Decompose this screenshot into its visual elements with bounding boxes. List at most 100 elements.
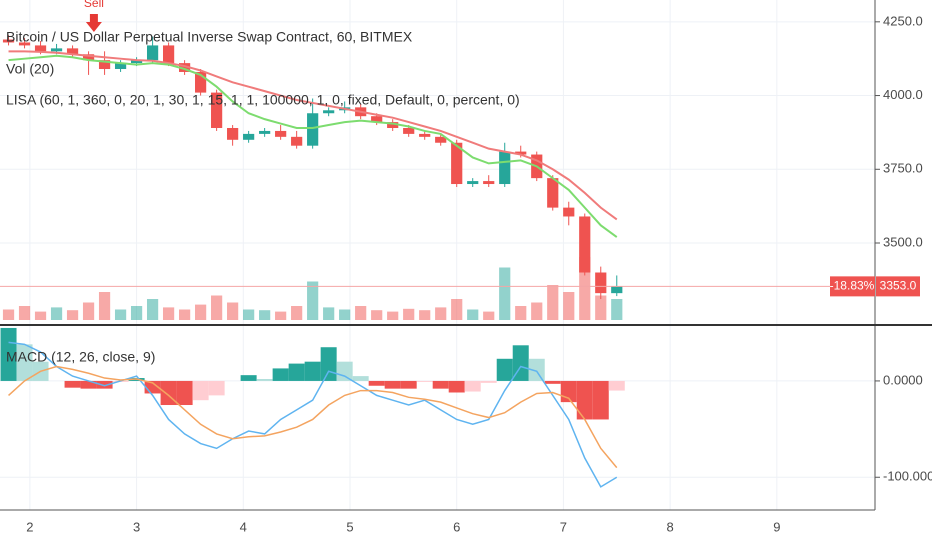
volume-bar xyxy=(611,299,623,320)
candle-body xyxy=(547,178,559,208)
y-tick-label: -100.0000 xyxy=(883,469,932,484)
chart-title: Bitcoin / US Dollar Perpetual Inverse Sw… xyxy=(6,29,413,45)
x-tick-label: 9 xyxy=(773,519,780,534)
candle-body xyxy=(195,71,207,93)
macd-histogram-bar xyxy=(400,380,417,389)
volume-bar xyxy=(50,307,63,320)
volume-bar xyxy=(579,257,591,320)
macd-histogram-bar xyxy=(240,375,257,381)
candle-body xyxy=(82,54,95,61)
candle-body xyxy=(98,60,111,70)
macd-histogram-bar xyxy=(0,327,17,381)
volume-bar xyxy=(419,310,431,320)
macd-histogram-bar xyxy=(80,380,97,389)
candle-body xyxy=(34,45,47,52)
volume-bar xyxy=(451,299,463,320)
volume-bar xyxy=(227,302,239,320)
candle-body xyxy=(162,45,175,64)
macd-histogram-bar xyxy=(304,361,321,381)
candle-body xyxy=(18,42,31,46)
volume-bar xyxy=(162,307,175,320)
macd-histogram-bar xyxy=(608,380,625,391)
candle-body xyxy=(275,130,287,137)
candle-body xyxy=(515,151,527,155)
macd-histogram-bar xyxy=(192,380,209,401)
candle-body xyxy=(403,127,415,134)
volume-bar xyxy=(130,306,143,320)
macd-histogram-bar xyxy=(320,347,337,381)
indicator-legend: LISA (60, 1, 360, 0, 20, 1, 30, 1, 15, 1… xyxy=(6,92,520,108)
volume-bar xyxy=(499,267,511,320)
price-label: 3353.0 xyxy=(880,279,917,293)
volume-bar xyxy=(547,285,559,320)
y-tick-label: 3500.0 xyxy=(883,234,923,249)
candle-body xyxy=(563,207,575,217)
candle-body xyxy=(114,63,127,70)
volume-bar xyxy=(146,299,159,320)
volume-bar xyxy=(355,306,367,320)
volume-bar xyxy=(515,306,527,320)
x-tick-label: 8 xyxy=(667,519,674,534)
y-tick-label: 0.0000 xyxy=(883,372,923,387)
candle-body xyxy=(243,133,255,140)
macd-line xyxy=(8,341,618,488)
candle-body xyxy=(211,92,223,128)
macd-legend: MACD (12, 26, close, 9) xyxy=(6,349,155,365)
volume-bar xyxy=(467,309,479,320)
macd-histogram-bar xyxy=(432,380,449,389)
candle-body xyxy=(291,136,303,146)
macd-histogram-bar xyxy=(272,368,289,381)
macd-histogram-bar xyxy=(256,379,273,381)
macd-histogram-bar xyxy=(288,363,305,381)
volume-bar xyxy=(82,302,95,320)
candle-body xyxy=(483,181,495,185)
x-tick-label: 5 xyxy=(346,519,353,534)
volume-bar xyxy=(34,311,47,320)
candle-body xyxy=(2,39,15,43)
macd-histogram-bar xyxy=(368,380,385,386)
candle-body xyxy=(451,142,463,185)
volume-bar xyxy=(275,311,287,320)
change-box xyxy=(830,276,875,297)
candle-body xyxy=(419,133,431,137)
macd-histogram-bar xyxy=(448,380,465,393)
candle-body xyxy=(146,45,159,61)
macd-histogram-bar xyxy=(576,380,593,420)
volume-bar xyxy=(563,292,575,320)
candle-body xyxy=(259,130,271,134)
volume-bar xyxy=(371,310,383,320)
candle-body xyxy=(387,122,399,128)
x-tick-label: 3 xyxy=(133,519,140,534)
volume-bar xyxy=(387,311,399,320)
x-tick-label: 7 xyxy=(560,519,567,534)
macd-histogram-bar xyxy=(384,380,401,389)
volume-bar xyxy=(66,310,79,320)
sell-arrow xyxy=(85,14,102,32)
candle-body xyxy=(499,151,511,185)
volume-bar xyxy=(307,281,319,320)
y-tick-label: 3750.0 xyxy=(883,161,923,176)
volume-bar xyxy=(435,307,447,320)
volume-bar xyxy=(243,309,255,320)
macd-histogram-bar xyxy=(592,380,609,420)
volume-bar xyxy=(531,302,543,320)
candle-body xyxy=(435,136,447,143)
sell-label: Sell xyxy=(84,0,104,10)
volume-bar xyxy=(211,295,223,320)
change-label: -18.83% xyxy=(830,279,875,293)
macd-histogram-bar xyxy=(352,376,369,381)
candle-body xyxy=(179,63,191,72)
macd-histogram-bar xyxy=(496,358,513,381)
macd-histogram-bar xyxy=(208,380,225,396)
price-box xyxy=(876,276,920,297)
macd-histogram-bar xyxy=(480,380,497,383)
candle-body xyxy=(595,272,607,294)
x-tick-label: 2 xyxy=(26,519,33,534)
y-tick-label: 4000.0 xyxy=(883,87,923,102)
candle-body xyxy=(307,113,319,146)
volume-bar xyxy=(595,295,607,320)
candle-body xyxy=(579,216,591,273)
candle-body xyxy=(66,48,79,55)
macd-histogram-bar xyxy=(96,380,113,389)
macd-histogram-bar xyxy=(176,380,193,406)
